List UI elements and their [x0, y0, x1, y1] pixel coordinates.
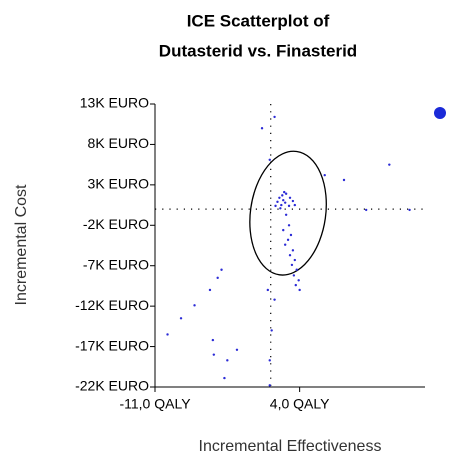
point — [298, 288, 301, 292]
point — [294, 283, 297, 287]
point — [323, 173, 326, 177]
point — [260, 127, 264, 130]
y-tick-label: -7K EURO — [83, 256, 149, 272]
point — [166, 333, 169, 336]
point — [289, 233, 293, 237]
point — [288, 254, 292, 257]
y-tick-label: -17K EURO — [75, 337, 149, 353]
point — [212, 353, 216, 356]
point — [278, 196, 281, 199]
point — [266, 288, 270, 292]
chart-title: Dutasterid vs. Finasterid — [159, 41, 357, 60]
point — [388, 163, 391, 166]
point — [364, 208, 368, 212]
point — [295, 268, 298, 271]
y-axis-title: Incremental Cost — [13, 184, 30, 305]
point — [283, 190, 286, 194]
point — [268, 384, 271, 387]
point — [281, 194, 284, 197]
x-tick-label: -11,0 QALY — [119, 396, 191, 412]
point — [280, 203, 283, 207]
point — [235, 348, 239, 352]
point — [268, 359, 271, 362]
point — [223, 376, 226, 380]
point — [291, 249, 295, 252]
y-tick-label: -12K EURO — [75, 297, 149, 313]
legend-marker — [434, 107, 446, 119]
point — [284, 192, 288, 195]
point — [282, 199, 285, 202]
point — [226, 359, 229, 362]
point — [297, 279, 300, 282]
point — [273, 298, 276, 301]
point — [290, 263, 294, 267]
point — [293, 258, 297, 262]
point — [179, 317, 183, 320]
point — [279, 207, 282, 210]
y-tick-label: -2K EURO — [83, 216, 149, 232]
x-axis-title: Incremental Effectiveness — [199, 438, 382, 455]
point — [270, 329, 273, 332]
point — [284, 213, 288, 216]
point — [220, 268, 223, 271]
point — [293, 203, 297, 207]
point — [287, 204, 291, 208]
y-tick-label: -22K EURO — [75, 378, 149, 394]
point — [408, 208, 411, 212]
y-tick-label: 3K EURO — [88, 176, 150, 192]
point — [211, 338, 215, 342]
chart-title: ICE Scatterplot of — [187, 11, 330, 30]
point — [288, 196, 292, 199]
x-tick-label: 4,0 QALY — [270, 396, 330, 412]
point — [283, 201, 287, 204]
point — [268, 158, 271, 161]
confidence-ellipse — [249, 150, 327, 276]
point — [208, 288, 212, 292]
point — [292, 274, 296, 277]
point — [286, 238, 290, 242]
point — [276, 200, 279, 204]
y-tick-label: 13K EURO — [80, 95, 149, 111]
point — [287, 224, 291, 227]
point — [273, 115, 276, 119]
point — [216, 276, 219, 280]
point — [193, 304, 196, 307]
point — [282, 228, 285, 232]
point — [342, 178, 346, 182]
point — [291, 199, 295, 203]
point — [274, 204, 277, 208]
point — [283, 243, 287, 246]
y-tick-label: 8K EURO — [88, 135, 150, 151]
